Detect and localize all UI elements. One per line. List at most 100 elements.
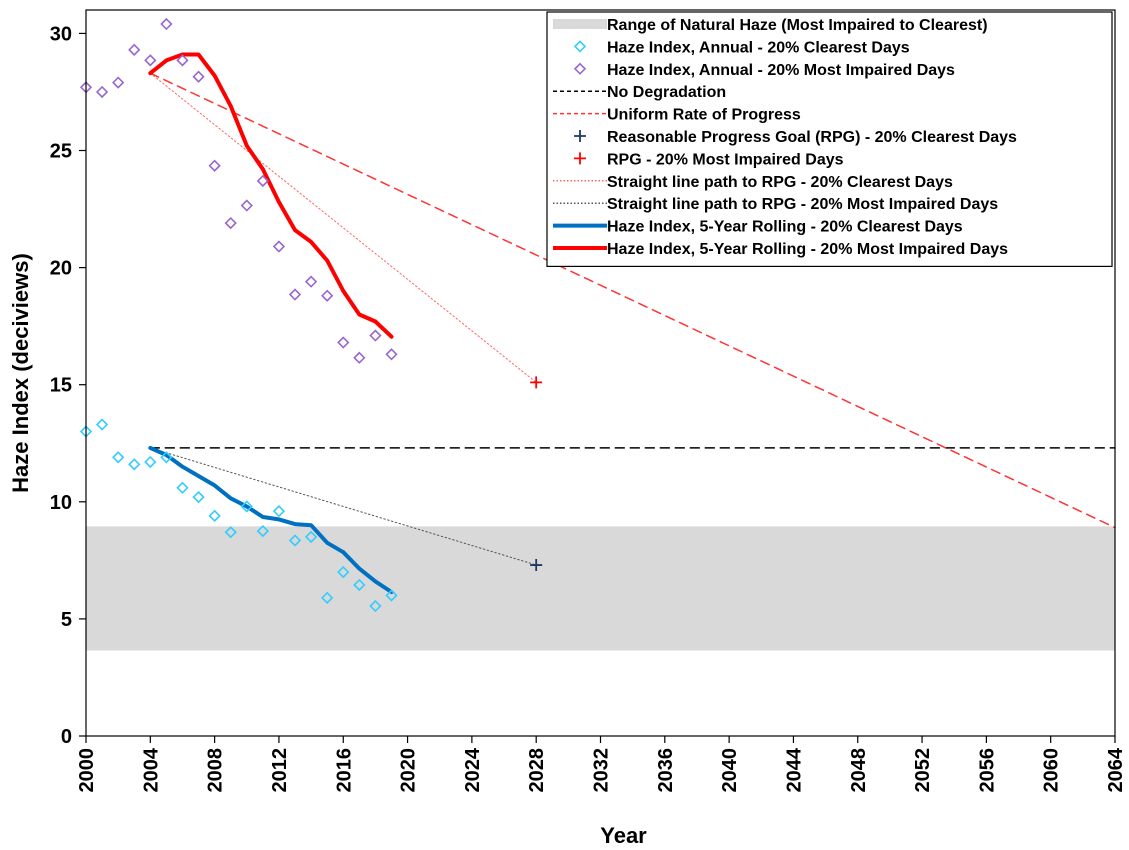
haze-index-annual-20-most-impaired-days-point-2018 (369, 329, 382, 342)
haze-index-annual-20-clearest-days-point-2013 (288, 534, 302, 547)
legend-swatch (574, 152, 586, 165)
haze-index-annual-20-clearest-days-point-2007 (192, 490, 205, 504)
legend-label: Haze Index, 5-Year Rolling - 20% Most Im… (607, 241, 1008, 258)
haze-index-annual-20-clearest-days-point-2018 (369, 599, 382, 613)
y-tick-label-5: 5 (61, 609, 72, 631)
x-tick-label-2060: 2060 (1041, 748, 1063, 793)
y-tick-label-25: 25 (50, 141, 72, 163)
legend-label: Reasonable Progress Goal (RPG) - 20% Cle… (607, 129, 1017, 146)
haze-index-annual-20-clearest-days-point-2005 (160, 451, 173, 464)
haze-index-annual-20-most-impaired-days-point-2008 (208, 159, 221, 172)
legend-item-straight-line-path-to-rpg-20-most-impaired-days: Straight line path to RPG - 20% Most Imp… (553, 196, 998, 213)
natural-haze-band-layer (86, 526, 1115, 651)
haze-index-annual-20-most-impaired-days-point-2017 (353, 351, 366, 364)
y-tick-label-20: 20 (50, 258, 72, 280)
haze-index-annual-20-most-impaired-days-point-2010 (240, 199, 253, 212)
legend-label: RPG - 20% Most Impaired Days (607, 151, 844, 168)
x-tick-label-2028: 2028 (526, 748, 548, 793)
haze-index-annual-20-most-impaired-days-point-2019 (385, 348, 398, 361)
y-tick-label-15: 15 (50, 375, 72, 397)
haze-index-annual-20-clearest-days-point-2014 (304, 530, 318, 544)
haze-index-5-year-rolling-20-most-impaired-days-line (148, 52, 394, 339)
haze-index-annual-20-most-impaired-days-point-2012 (272, 240, 286, 253)
legend-label: No Degradation (607, 84, 726, 101)
haze-index-annual-20-clearest-days-point-2004 (144, 455, 157, 469)
haze-index-annual-20-clearest-days-point-2010 (240, 500, 253, 513)
y-axis-title: Haze Index (deciviews) (8, 253, 33, 493)
series-layer (79, 17, 1116, 613)
x-tick-label-2052: 2052 (912, 748, 934, 793)
haze-index-annual-20-clearest-days-point-2011 (256, 524, 269, 538)
legend-label: Haze Index, Annual - 20% Most Impaired D… (607, 62, 955, 79)
legend-item-range-of-natural-haze-most-impaired-to-clearest: Range of Natural Haze (Most Impaired to … (553, 17, 988, 34)
haze-index-annual-20-clearest-days-point-2003 (128, 458, 141, 471)
haze-index-annual-20-clearest-days-point-2006 (176, 481, 189, 494)
legend-swatch (553, 19, 607, 29)
x-tick-label-2032: 2032 (591, 748, 613, 793)
straight-line-path-to-rpg-20-clearest-days-line (149, 72, 537, 383)
legend-item-rpg-20-most-impaired-days: RPG - 20% Most Impaired Days (574, 151, 844, 168)
reasonable-progress-goal-rpg-20-clearest-days-point-2028 (530, 559, 543, 572)
haze-index-annual-20-most-impaired-days-point-2004 (144, 54, 157, 67)
x-tick-label-2020: 2020 (398, 748, 420, 793)
legend-item-haze-index-annual-20-clearest-days: Haze Index, Annual - 20% Clearest Days (573, 39, 910, 56)
x-tick-label-2000: 2000 (76, 748, 98, 793)
natural-haze-range-band (86, 526, 1115, 651)
haze-index-annual-20-most-impaired-days-point-2016 (337, 336, 350, 349)
x-tick-label-2040: 2040 (719, 748, 741, 793)
haze-index-annual-20-clearest-days-point-2016 (337, 565, 350, 579)
legend-label: Uniform Rate of Progress (607, 107, 801, 124)
legend: Range of Natural Haze (Most Impaired to … (546, 11, 1113, 267)
haze-index-annual-20-clearest-days-point-2019 (385, 589, 398, 602)
legend-item-reasonable-progress-goal-rpg-20-clearest-days: Reasonable Progress Goal (RPG) - 20% Cle… (574, 129, 1017, 146)
legend-item-haze-index-5-year-rolling-20-clearest-days: Haze Index, 5-Year Rolling - 20% Cleares… (553, 219, 963, 236)
haze-index-annual-20-clearest-days-point-2012 (272, 505, 286, 518)
legend-label: Straight line path to RPG - 20% Most Imp… (607, 196, 998, 213)
legend-item-no-degradation: No Degradation (553, 84, 726, 101)
legend-item-straight-line-path-to-rpg-20-clearest-days: Straight line path to RPG - 20% Clearest… (553, 174, 953, 191)
haze-index-annual-20-clearest-days-point-2001 (95, 418, 109, 431)
x-axis-title: Year (600, 823, 647, 848)
y-tick-label-10: 10 (50, 492, 72, 514)
haze-index-annual-20-most-impaired-days-point-2015 (321, 289, 334, 302)
legend-item-haze-index-annual-20-most-impaired-days: Haze Index, Annual - 20% Most Impaired D… (573, 62, 955, 79)
x-tick-label-2048: 2048 (848, 748, 870, 793)
legend-label: Range of Natural Haze (Most Impaired to … (607, 17, 988, 34)
haze-index-annual-20-most-impaired-days-point-2003 (128, 43, 141, 56)
legend-swatch (573, 40, 587, 53)
x-tick-label-2024: 2024 (462, 747, 484, 792)
haze-index-annual-20-clearest-days-point-2008 (208, 509, 221, 522)
legend-box (546, 11, 1113, 267)
haze-index-5-year-rolling-20-clearest-days-line (148, 445, 394, 594)
x-tick-label-2012: 2012 (269, 748, 291, 793)
x-tick-label-2016: 2016 (333, 748, 355, 793)
haze-index-annual-20-most-impaired-days-point-2011 (256, 174, 269, 188)
x-tick-label-2008: 2008 (205, 748, 227, 793)
x-tick-label-2036: 2036 (655, 748, 677, 793)
legend-swatch (574, 130, 586, 142)
legend-item-uniform-rate-of-progress: Uniform Rate of Progress (553, 107, 801, 124)
rpg-20-most-impaired-days-point-2028 (530, 376, 543, 389)
haze-index-annual-20-clearest-days-point-2009 (224, 526, 237, 539)
haze-index-annual-20-most-impaired-days-point-2014 (304, 275, 318, 288)
x-tick-label-2044: 2044 (783, 747, 805, 792)
x-tick-label-2056: 2056 (976, 748, 998, 793)
straight-line-path-to-rpg-20-most-impaired-days-line (149, 447, 537, 566)
legend-item-haze-index-5-year-rolling-20-most-impaired-days: Haze Index, 5-Year Rolling - 20% Most Im… (553, 241, 1008, 258)
haze-index-annual-20-most-impaired-days-point-2001 (95, 85, 109, 99)
uniform-rate-of-progress-line (149, 72, 1116, 529)
haze-index-annual-20-most-impaired-days-point-2007 (192, 70, 205, 83)
legend-swatch (573, 62, 587, 75)
x-tick-label-2064: 2064 (1105, 747, 1127, 792)
haze-index-annual-20-most-impaired-days-point-2009 (224, 216, 237, 230)
haze-index-annual-20-most-impaired-days-point-2005 (160, 17, 173, 31)
legend-label: Haze Index, Annual - 20% Clearest Days (607, 39, 910, 56)
y-tick-label-0: 0 (61, 726, 72, 748)
legend-label: Haze Index, 5-Year Rolling - 20% Cleares… (607, 219, 963, 236)
haze-index-annual-20-most-impaired-days-point-2002 (112, 76, 125, 89)
haze-index-annual-20-clearest-days-point-2015 (321, 591, 334, 604)
haze-index-annual-20-most-impaired-days-point-2006 (176, 54, 189, 67)
haze-index-annual-20-clearest-days-point-2017 (353, 578, 366, 592)
haze-index-annual-20-clearest-days-point-2002 (112, 451, 125, 464)
